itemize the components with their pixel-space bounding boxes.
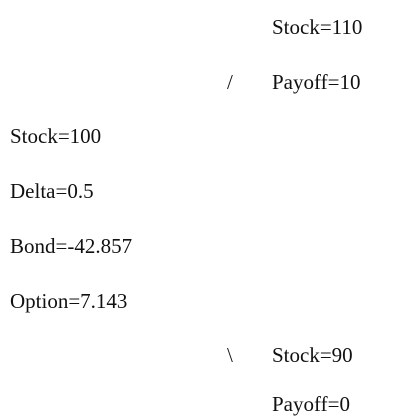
up-branch: / bbox=[227, 70, 233, 94]
down-node-stock: Stock=90 bbox=[272, 343, 353, 367]
down-node-payoff: Payoff=0 bbox=[272, 392, 350, 416]
root-stock: Stock=100 bbox=[10, 124, 102, 148]
root-bond: Bond=-42.857 bbox=[10, 234, 133, 258]
root-delta: Delta=0.5 bbox=[10, 179, 94, 203]
up-node-payoff: Payoff=10 bbox=[272, 70, 361, 94]
up-node-stock: Stock=110 bbox=[272, 15, 363, 39]
root-option: Option=7.143 bbox=[10, 289, 128, 313]
down-branch: \ bbox=[227, 343, 233, 367]
